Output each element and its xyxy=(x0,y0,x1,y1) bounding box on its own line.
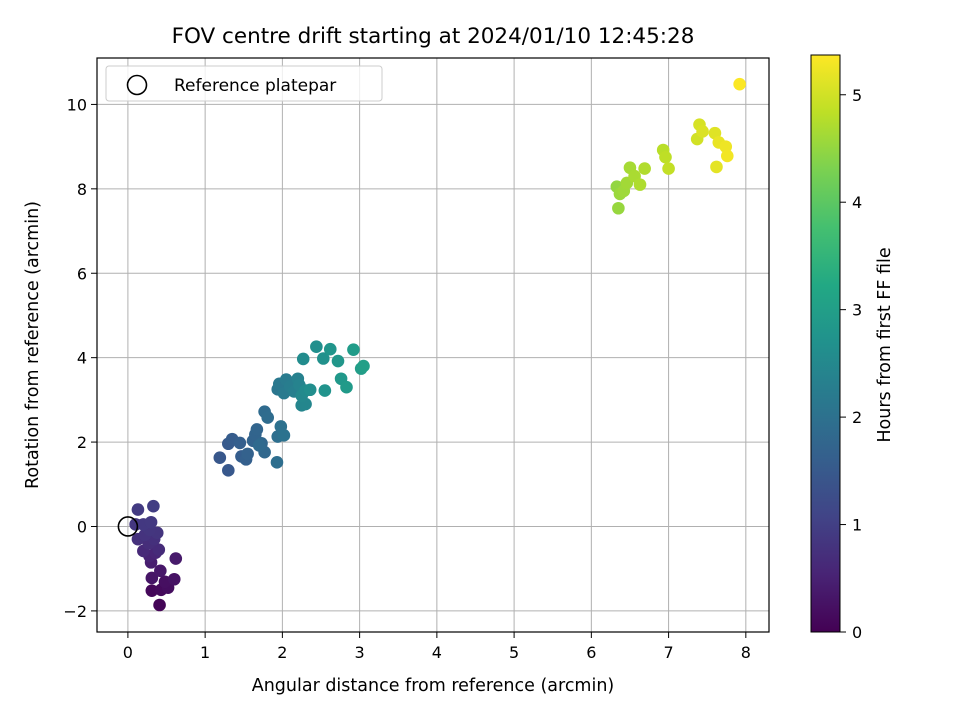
data-point xyxy=(167,572,181,586)
x-tick-label: 5 xyxy=(509,643,519,662)
data-point xyxy=(318,384,332,397)
data-point xyxy=(357,359,370,373)
x-axis-label: Angular distance from reference (arcmin) xyxy=(252,676,615,696)
data-points xyxy=(129,77,746,612)
y-axis-label: Rotation from reference (arcmin) xyxy=(23,201,43,489)
data-point xyxy=(213,451,227,464)
colorbar-label: Hours from first FF file xyxy=(875,247,895,442)
x-tick-label: 8 xyxy=(741,643,751,662)
colorbar-tick-label: 1 xyxy=(852,516,862,535)
data-point xyxy=(340,380,353,394)
grid xyxy=(97,58,769,632)
y-axis-ticks: −2 0 2 4 6 8 10 xyxy=(63,95,97,621)
y-tick-label: −2 xyxy=(63,602,87,621)
colorbar-gradient xyxy=(810,54,841,633)
data-point xyxy=(152,543,166,556)
data-point xyxy=(241,447,254,461)
colorbar-tick-label: 0 xyxy=(852,623,862,642)
data-point xyxy=(317,352,330,365)
data-point xyxy=(131,503,145,516)
data-point xyxy=(719,140,733,153)
data-point xyxy=(638,162,651,175)
x-tick-label: 4 xyxy=(432,643,442,662)
legend-marker-icon xyxy=(126,74,148,96)
data-point xyxy=(710,160,723,174)
chart-title: FOV centre drift starting at 2024/01/10 … xyxy=(172,24,695,49)
data-point xyxy=(261,411,275,424)
colorbar-tick-label: 4 xyxy=(852,193,862,212)
data-point xyxy=(323,342,337,356)
data-point xyxy=(662,162,675,175)
y-tick-label: 10 xyxy=(67,95,87,114)
data-point xyxy=(145,571,159,585)
data-point xyxy=(720,149,734,163)
legend-entry: Reference platepar xyxy=(174,76,336,96)
data-point xyxy=(659,150,672,164)
data-point xyxy=(303,383,317,397)
data-point xyxy=(633,178,647,191)
colorbar-tick-label: 5 xyxy=(852,86,862,105)
data-point xyxy=(145,584,159,597)
data-point xyxy=(696,125,709,138)
data-point xyxy=(277,429,291,442)
y-tick-label: 6 xyxy=(77,264,87,283)
y-tick-label: 0 xyxy=(77,517,87,536)
x-tick-label: 2 xyxy=(277,643,287,662)
legend-box xyxy=(105,65,383,102)
x-tick-label: 7 xyxy=(663,643,673,662)
data-point xyxy=(347,343,360,356)
data-point xyxy=(154,564,167,578)
data-point xyxy=(270,456,284,469)
y-tick-label: 4 xyxy=(77,349,87,368)
data-point xyxy=(310,340,323,353)
data-point xyxy=(733,77,746,91)
x-tick-label: 6 xyxy=(586,643,596,662)
data-point xyxy=(252,439,266,452)
data-point xyxy=(250,423,264,436)
y-tick-label: 8 xyxy=(77,180,87,199)
plot-frame xyxy=(96,57,770,633)
legend: Reference platepar xyxy=(105,65,383,102)
x-tick-label: 0 xyxy=(123,643,133,662)
data-point xyxy=(233,436,247,450)
colorbar-tick-label: 3 xyxy=(852,301,862,320)
data-point xyxy=(144,515,158,529)
x-tick-label: 3 xyxy=(355,643,365,662)
data-point xyxy=(147,499,160,513)
x-tick-label: 1 xyxy=(200,643,210,662)
data-point xyxy=(612,201,625,215)
y-tick-label: 2 xyxy=(77,433,87,452)
data-point xyxy=(222,464,235,477)
colorbar-tick-label: 2 xyxy=(852,408,862,427)
colorbar: 0 1 2 3 4 5 Hours from first FF file xyxy=(810,54,895,642)
data-point xyxy=(153,598,166,612)
data-point xyxy=(296,352,310,366)
colorbar-ticks: 0 1 2 3 4 5 xyxy=(840,86,862,642)
data-point xyxy=(169,552,183,565)
reference-platepar-marker xyxy=(117,516,139,537)
x-axis-ticks: 0 1 2 3 4 5 6 7 8 xyxy=(123,632,751,662)
data-point xyxy=(331,354,345,368)
